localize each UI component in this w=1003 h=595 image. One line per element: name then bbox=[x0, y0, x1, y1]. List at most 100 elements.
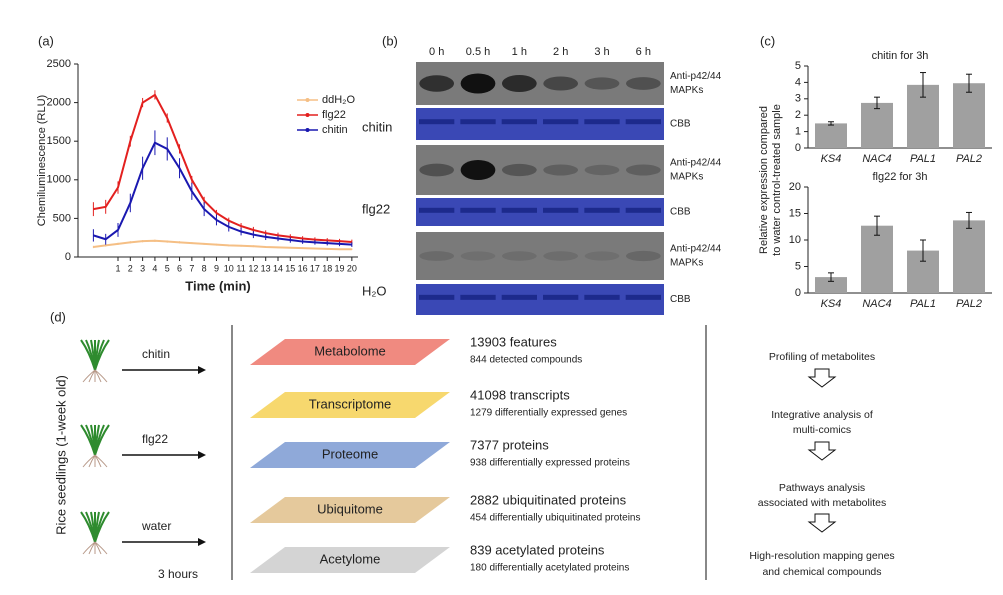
band bbox=[501, 163, 537, 177]
x-tick-label: PAL2 bbox=[956, 298, 982, 310]
y-tick-label: 10 bbox=[789, 234, 801, 246]
omics-count: 13903 features bbox=[470, 334, 557, 349]
y-tick-label: 1000 bbox=[47, 174, 71, 186]
cbb-band bbox=[584, 294, 620, 300]
x-tick-label: 6 bbox=[177, 263, 182, 273]
cbb-band bbox=[419, 207, 455, 213]
omics-name: Acetylome bbox=[320, 551, 381, 566]
panel-label: (a) bbox=[38, 33, 54, 48]
bar bbox=[861, 225, 893, 293]
x-tick-label: 2 bbox=[128, 263, 133, 273]
x-tick-label: 15 bbox=[285, 263, 295, 273]
cbb-band bbox=[501, 294, 537, 300]
x-tick-label: 4 bbox=[152, 263, 157, 273]
x-tick-label: NAC4 bbox=[862, 298, 891, 310]
panel-label: (b) bbox=[382, 33, 398, 48]
arrow-head bbox=[198, 538, 206, 546]
y-tick-label: 15 bbox=[789, 207, 801, 219]
x-tick-label: 8 bbox=[202, 263, 207, 273]
x-tick-label: 10 bbox=[224, 263, 234, 273]
x-tick-label: 5 bbox=[165, 263, 170, 273]
cbb-band bbox=[543, 294, 579, 300]
error-bar bbox=[966, 211, 972, 229]
data-line bbox=[93, 239, 352, 251]
legend-marker bbox=[305, 113, 310, 117]
cbb-stain bbox=[416, 284, 664, 315]
band bbox=[460, 160, 496, 180]
error-bar bbox=[874, 96, 880, 110]
cbb-stain bbox=[416, 198, 664, 226]
root bbox=[94, 541, 102, 555]
leaf bbox=[94, 424, 110, 456]
treatment-label: chitin bbox=[362, 119, 392, 134]
x-tick-label: NAC4 bbox=[862, 153, 891, 165]
omics-count: 839 acetylated proteins bbox=[470, 542, 605, 557]
treatment-label: H₂O bbox=[362, 283, 387, 298]
omics-shape bbox=[250, 497, 450, 523]
cbb-band bbox=[419, 119, 455, 125]
omics-detail: 454 differentially ubiquitinated protein… bbox=[470, 513, 641, 524]
y-tick-label: 2 bbox=[795, 109, 801, 121]
x-tick-label: 18 bbox=[322, 263, 332, 273]
error-bar bbox=[920, 239, 926, 262]
cbb-band bbox=[584, 207, 620, 213]
y-tick-label: 2500 bbox=[47, 58, 71, 70]
plant-icon bbox=[80, 424, 110, 468]
y-tick-label: 4 bbox=[795, 76, 801, 88]
x-tick-label: KS4 bbox=[821, 153, 842, 165]
error-bar bbox=[966, 73, 972, 93]
step-arrow bbox=[807, 513, 837, 533]
bar bbox=[953, 83, 985, 148]
band bbox=[625, 250, 661, 262]
chart-title: flg22 for 3h bbox=[872, 171, 927, 183]
cbb-band bbox=[460, 119, 496, 125]
leaf bbox=[94, 511, 110, 543]
band bbox=[419, 163, 455, 177]
blot-label: MAPKs bbox=[670, 85, 703, 96]
error-bar bbox=[828, 272, 834, 282]
band bbox=[501, 251, 537, 261]
x-tick-label: PAL1 bbox=[910, 153, 936, 165]
y-tick-label: 0 bbox=[795, 142, 801, 154]
bar bbox=[815, 277, 847, 293]
x-tick-label: 17 bbox=[310, 263, 320, 273]
step-arrow bbox=[807, 368, 837, 388]
root bbox=[88, 541, 96, 555]
root bbox=[82, 541, 96, 555]
treatment-label: chitin bbox=[142, 347, 170, 361]
x-tick-label: 11 bbox=[236, 263, 245, 273]
x-tick-label: PAL1 bbox=[910, 298, 936, 310]
omics-count: 7377 proteins bbox=[470, 437, 549, 452]
blot-label: CBB bbox=[670, 294, 691, 305]
root bbox=[94, 541, 108, 555]
band bbox=[460, 251, 496, 261]
y-axis-label: to water control-treated sample bbox=[771, 104, 783, 256]
y-tick-label: 500 bbox=[53, 212, 71, 224]
y-tick-label: 2000 bbox=[47, 97, 71, 109]
y-tick-label: 3 bbox=[795, 93, 801, 105]
arrow-head bbox=[198, 366, 206, 374]
root bbox=[94, 369, 108, 383]
cbb-band bbox=[460, 294, 496, 300]
x-tick-label: 7 bbox=[189, 263, 194, 273]
x-tick-label: 1 bbox=[115, 263, 120, 273]
bar bbox=[815, 123, 847, 148]
y-tick-label: 0 bbox=[65, 251, 71, 263]
omics-count: 41098 transcripts bbox=[470, 387, 570, 402]
x-tick-label: 3 bbox=[140, 263, 145, 273]
root bbox=[94, 369, 102, 383]
treatment-label: water bbox=[141, 519, 171, 533]
omics-name: Metabolome bbox=[314, 343, 386, 358]
cbb-band bbox=[501, 207, 537, 213]
omics-detail: 938 differentially expressed proteins bbox=[470, 458, 630, 469]
band bbox=[625, 164, 661, 176]
step-text: and chemical compounds bbox=[762, 566, 881, 578]
time-label: 0.5 h bbox=[466, 46, 490, 58]
blot-label: Anti-p42/44 bbox=[670, 158, 722, 169]
panel-label: (c) bbox=[760, 33, 775, 48]
plant-icon bbox=[80, 339, 110, 383]
legend-marker bbox=[305, 98, 310, 102]
cbb-band bbox=[543, 207, 579, 213]
time-label: 6 h bbox=[636, 46, 651, 58]
